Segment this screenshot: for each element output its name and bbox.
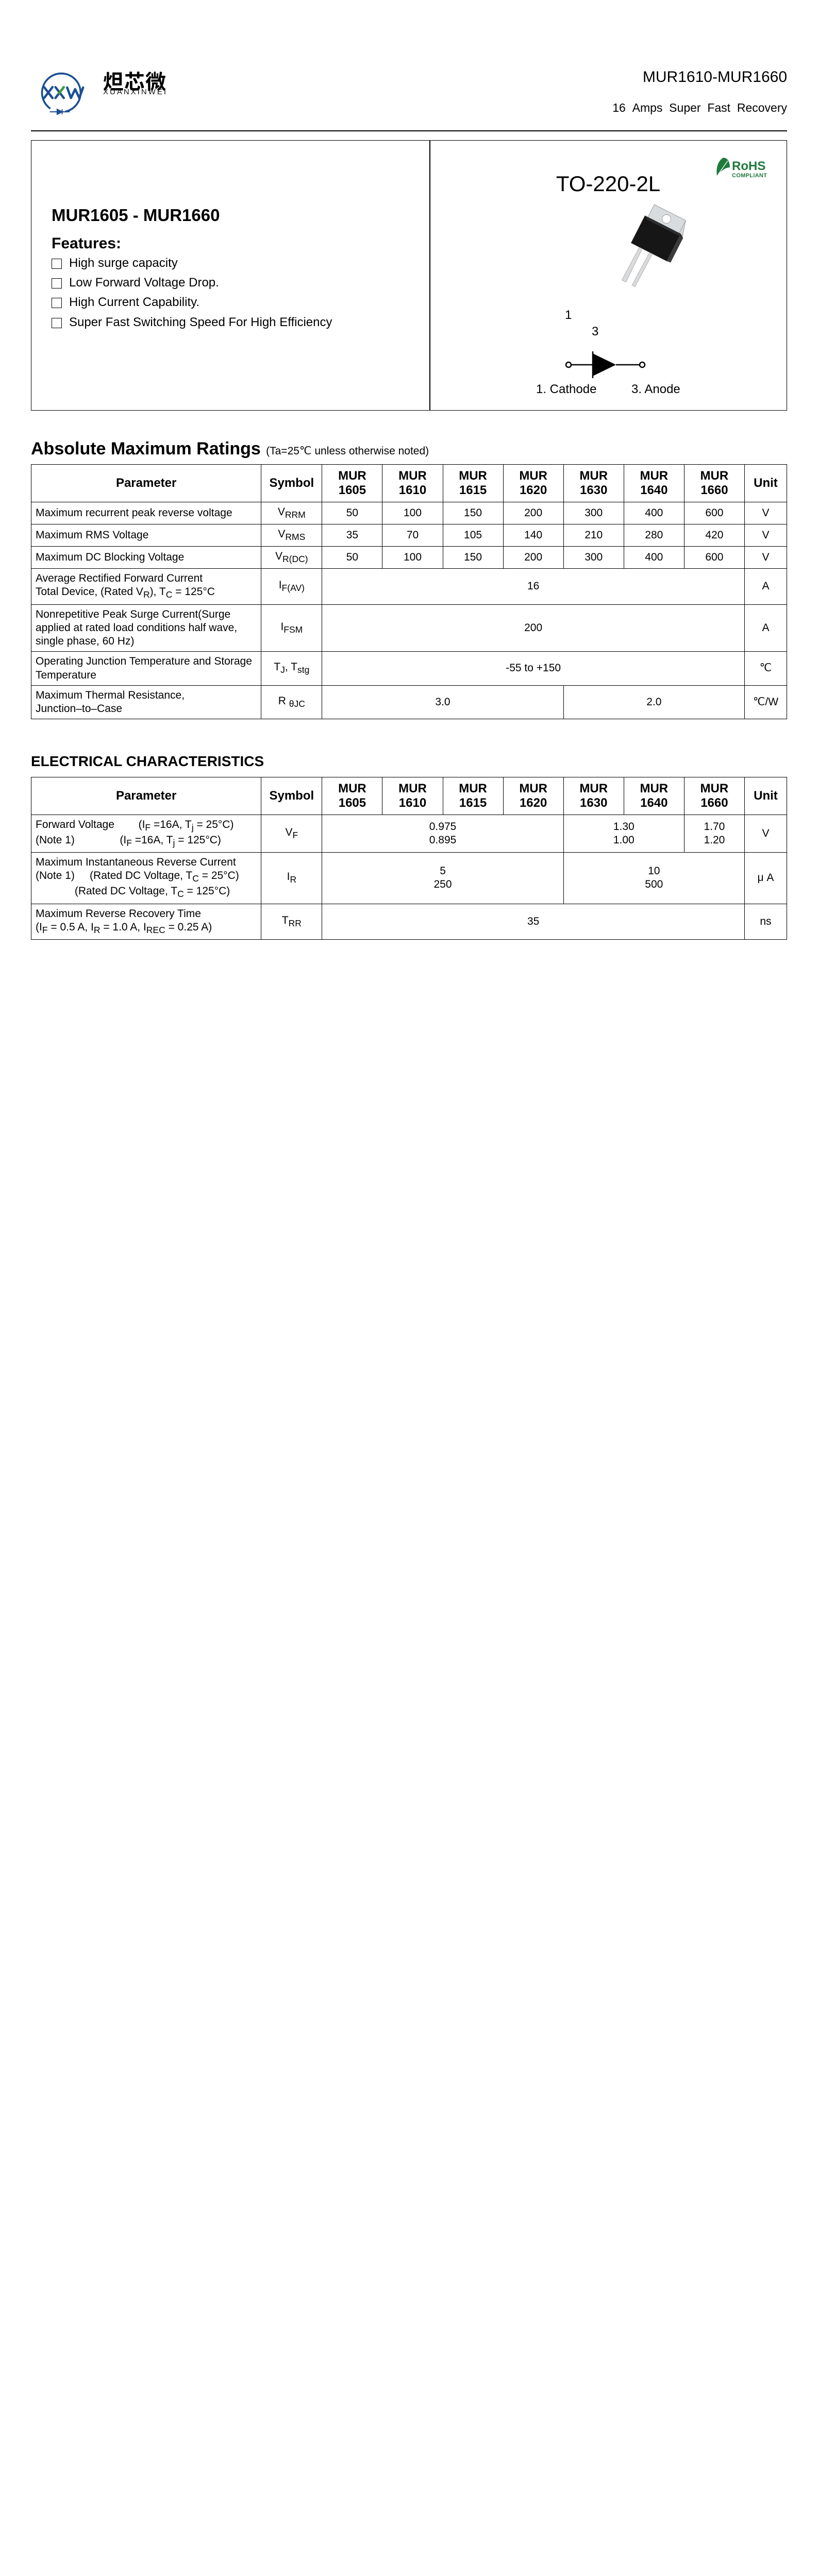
svg-text:COMPLIANT: COMPLIANT: [732, 173, 767, 179]
svg-text:RoHS: RoHS: [732, 159, 765, 173]
